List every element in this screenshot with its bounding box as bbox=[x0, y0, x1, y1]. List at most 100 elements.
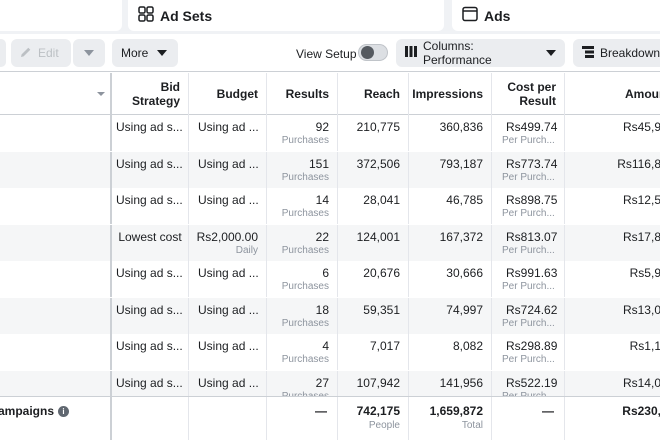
reach-cell: 59,351 bbox=[338, 297, 409, 334]
budget-value: Using ad ... bbox=[198, 375, 259, 390]
breakdown-label: Breakdown bbox=[600, 46, 660, 60]
reach-cell: 107,942 bbox=[338, 370, 409, 407]
impressions-value: 167,372 bbox=[439, 229, 483, 244]
table-row[interactable]: Using ad s... Using ad ... 6 Purchases 2… bbox=[0, 261, 660, 297]
totals-cpr-cell: — bbox=[492, 397, 565, 440]
budget-value: Using ad ... bbox=[198, 302, 259, 317]
sort-caret-icon[interactable] bbox=[97, 92, 105, 96]
tab-ads-label: Ads bbox=[484, 7, 511, 24]
amount-spent-cell: Rs116,8 bbox=[565, 152, 660, 188]
column-header-name[interactable] bbox=[0, 73, 112, 115]
row-name-cell[interactable] bbox=[0, 224, 112, 261]
impressions-value: 30,666 bbox=[446, 266, 483, 280]
table-row[interactable]: Using ad s... Using ad ... 4 Purchases 7… bbox=[0, 334, 660, 370]
column-header-results[interactable]: Results bbox=[267, 73, 338, 115]
impressions-cell: 360,836 bbox=[409, 115, 492, 151]
reach-value: 210,775 bbox=[356, 120, 400, 134]
row-name-cell[interactable] bbox=[0, 370, 112, 407]
budget-value: Using ad ... bbox=[198, 266, 259, 280]
table-row[interactable]: Using ad s... Using ad ... 151 Purchases… bbox=[0, 151, 660, 188]
reach-cell: 124,001 bbox=[338, 224, 409, 261]
totals-cpr: — bbox=[542, 404, 554, 418]
tab-ad-sets[interactable]: Ad Sets bbox=[128, 0, 444, 31]
results-value: 6 bbox=[322, 266, 329, 280]
results-sub: Purchases bbox=[281, 135, 329, 146]
budget-cell: Rs2,000.00 Daily bbox=[189, 224, 267, 261]
totals-amount-cell: Rs230, bbox=[565, 397, 660, 440]
impressions-value: 793,187 bbox=[439, 156, 483, 171]
toolbar: Edit More View Setup Columns: Performanc… bbox=[0, 34, 660, 72]
cost-per-result-value: Rs991.63 bbox=[506, 266, 558, 280]
bid-strategy-value: Using ad s... bbox=[116, 193, 183, 207]
row-name-cell[interactable] bbox=[0, 151, 112, 188]
column-header-budget[interactable]: Budget bbox=[189, 73, 267, 115]
bid-strategy-cell: Lowest cost bbox=[112, 224, 189, 261]
column-header-cost-per-result[interactable]: Cost per Result bbox=[492, 73, 565, 115]
budget-cell: Using ad ... bbox=[189, 151, 267, 188]
info-icon[interactable]: i bbox=[58, 405, 70, 417]
impressions-cell: 167,372 bbox=[409, 224, 492, 261]
results-sub: Purchases bbox=[281, 317, 329, 329]
cpr-header-line2: Result bbox=[519, 94, 556, 108]
row-name-cell[interactable] bbox=[0, 261, 112, 297]
amount-spent-value: Rs45,9 bbox=[622, 120, 660, 134]
cost-per-result-cell: Rs991.63 Per Purch... bbox=[492, 261, 565, 297]
table-row[interactable]: Using ad s... Using ad ... 18 Purchases … bbox=[0, 297, 660, 334]
amount-spent-cell: Rs12,5 bbox=[565, 188, 660, 224]
budget-value: Using ad ... bbox=[198, 339, 259, 353]
column-header-reach[interactable]: Reach bbox=[338, 73, 409, 115]
cost-per-result-cell: Rs298.89 Per Purch... bbox=[492, 334, 565, 370]
cost-per-result-value: Rs499.74 bbox=[506, 120, 558, 134]
impressions-cell: 74,997 bbox=[409, 297, 492, 334]
bid-strategy-value: Using ad s... bbox=[116, 302, 183, 317]
impressions-cell: 141,956 bbox=[409, 370, 492, 407]
view-setup-toggle[interactable] bbox=[358, 44, 388, 61]
edit-label: Edit bbox=[38, 46, 59, 60]
table-row[interactable]: Using ad s... Using ad ... 14 Purchases … bbox=[0, 188, 660, 224]
bid-strategy-cell: Using ad s... bbox=[112, 261, 189, 297]
totals-bid-cell bbox=[112, 397, 189, 440]
results-sub: Purchases bbox=[281, 281, 329, 292]
impressions-cell: 8,082 bbox=[409, 334, 492, 370]
column-header-amount-spent[interactable]: Amoun bbox=[565, 73, 660, 115]
edit-button[interactable]: Edit bbox=[11, 39, 71, 67]
breakdown-button[interactable]: Breakdown bbox=[573, 39, 660, 67]
results-value: 14 bbox=[315, 193, 329, 207]
amount-spent-value: Rs1,1 bbox=[629, 339, 660, 353]
row-name-cell[interactable] bbox=[0, 297, 112, 334]
totals-reach-cell: 742,175 People bbox=[338, 397, 409, 440]
results-sub: Purchases bbox=[281, 171, 329, 183]
columns-label: Columns: Performance bbox=[423, 39, 492, 67]
toggle-knob bbox=[361, 46, 374, 59]
results-sub: Purchases bbox=[281, 354, 329, 365]
columns-button[interactable]: Columns: Performance bbox=[396, 39, 565, 67]
reach-value: 372,506 bbox=[356, 156, 400, 171]
budget-value: Rs2,000.00 bbox=[196, 229, 258, 244]
totals-budget-cell bbox=[189, 397, 267, 440]
amount-spent-cell: Rs1,1 bbox=[565, 334, 660, 370]
results-value: 22 bbox=[315, 229, 329, 244]
amount-spent-value: Rs17,8 bbox=[622, 229, 660, 244]
table-row[interactable]: Using ad s... Using ad ... 92 Purchases … bbox=[0, 115, 660, 151]
totals-impressions: 1,659,872 bbox=[429, 404, 483, 418]
tab-campaigns[interactable] bbox=[0, 0, 122, 31]
ads-window-icon bbox=[462, 6, 484, 25]
edit-dropdown-button[interactable] bbox=[73, 39, 105, 67]
column-header-bid-strategy[interactable]: Bid Strategy bbox=[112, 73, 189, 115]
column-header-impressions[interactable]: Impressions bbox=[409, 73, 492, 115]
table-row[interactable]: Lowest cost Rs2,000.00 Daily 22 Purchase… bbox=[0, 224, 660, 261]
results-value: 4 bbox=[322, 339, 329, 353]
row-name-cell[interactable] bbox=[0, 334, 112, 370]
more-button[interactable]: More bbox=[112, 39, 178, 67]
totals-row: ampaigns i — 742,175 People 1,659,872 To… bbox=[0, 396, 660, 440]
row-name-cell[interactable] bbox=[0, 115, 112, 151]
tab-ads[interactable]: Ads bbox=[452, 0, 660, 31]
impressions-cell: 793,187 bbox=[409, 151, 492, 188]
ad-sets-grid-icon bbox=[138, 6, 160, 25]
cost-per-result-value: Rs298.89 bbox=[506, 339, 558, 353]
results-value: 92 bbox=[315, 120, 329, 134]
pencil-icon bbox=[20, 46, 38, 61]
cost-per-result-sub: Per Purch... bbox=[502, 208, 555, 219]
toolbar-left-button[interactable] bbox=[0, 39, 6, 67]
row-name-cell[interactable] bbox=[0, 188, 112, 224]
